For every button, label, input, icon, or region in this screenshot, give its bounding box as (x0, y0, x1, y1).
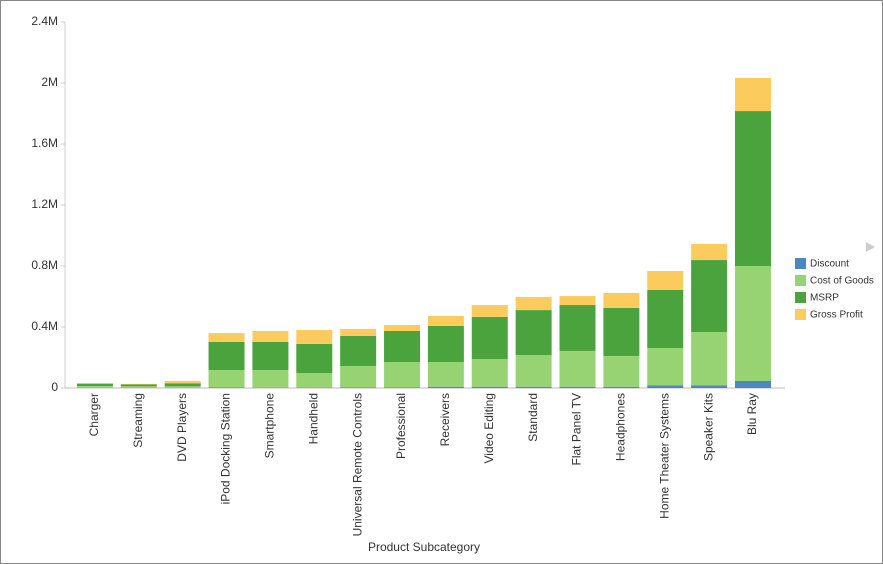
y-tick-label: 1.2M (31, 197, 58, 211)
bar-segment (340, 366, 377, 388)
x-tick-label: Speaker Kits (701, 393, 715, 461)
bar-segment (647, 289, 684, 349)
y-tick-label: 0 (51, 380, 58, 394)
bar-segment (384, 362, 421, 388)
bar-segment (734, 77, 771, 112)
bar-segment (603, 292, 640, 308)
x-tick-label: DVD Players (175, 393, 189, 462)
y-tick-label: 2M (41, 75, 58, 89)
bar-segment (296, 373, 333, 388)
bar-segment (164, 383, 201, 387)
x-tick-label: Blu Ray (745, 393, 759, 435)
bar-segment (296, 330, 333, 344)
x-tick-label: Home Theater Systems (657, 393, 671, 519)
bar-segment (76, 382, 113, 384)
bar-segment (208, 341, 245, 371)
bar-segment (76, 386, 113, 388)
x-tick-label: Smartphone (263, 393, 277, 459)
legend-swatch (795, 258, 806, 269)
x-tick-label: Professional (394, 393, 408, 459)
bar-segment (471, 316, 508, 360)
bar-segment (559, 386, 596, 388)
bar-segment (691, 332, 728, 386)
bar-segment (164, 386, 201, 388)
legend-scroll-arrow[interactable] (866, 242, 875, 252)
x-tick-label: Charger (87, 393, 101, 436)
bar-segment (734, 266, 771, 381)
x-tick-label: Streaming (131, 393, 145, 448)
bar-segment (427, 325, 464, 363)
bar-segment (515, 386, 552, 388)
bar-segment (164, 380, 201, 384)
bar-segment (559, 305, 596, 351)
bar-segment (691, 385, 728, 388)
x-tick-label: Flat Panel TV (570, 393, 584, 465)
bar-segment (384, 330, 421, 363)
legend-swatch (795, 275, 806, 286)
bar-segment (120, 384, 157, 387)
y-tick-label: 0.4M (31, 319, 58, 333)
bar-segment (384, 325, 421, 331)
bar-segment (691, 260, 728, 333)
bar-segment (120, 383, 157, 385)
bar-segment (427, 362, 464, 387)
bar-segment (734, 380, 771, 388)
bar-segment (691, 244, 728, 261)
bar-segment (252, 370, 289, 388)
bar-segment (471, 359, 508, 387)
bar-segment (76, 383, 113, 387)
bar-segment (603, 386, 640, 388)
legend-label: Gross Profit (810, 310, 863, 321)
bar-segment (559, 296, 596, 306)
bar-segment (252, 330, 289, 342)
bar-segment (559, 350, 596, 387)
bar-segment (471, 386, 508, 388)
y-tick-label: 1.6M (31, 136, 58, 150)
bar-segment (427, 316, 464, 326)
bar-segment (603, 307, 640, 356)
bar-segment (471, 305, 508, 317)
legend-label: MSRP (810, 293, 839, 304)
legend-swatch (795, 292, 806, 303)
x-tick-label: Universal Remote Controls (350, 393, 364, 536)
x-tick-label: Headphones (614, 393, 628, 461)
bar-segment (647, 385, 684, 388)
bar-segment (647, 271, 684, 290)
bar-segment (427, 386, 464, 388)
bar-segment (340, 335, 377, 367)
x-tick-label: Video Editing (482, 393, 496, 464)
x-tick-label: Standard (526, 393, 540, 442)
y-tick-label: 0.8M (31, 258, 58, 272)
legend-label: Discount (810, 259, 849, 270)
bar-segment (208, 370, 245, 388)
bar-segment (340, 328, 377, 336)
bar-segment (515, 355, 552, 387)
x-axis-title: Product Subcategory (368, 540, 480, 554)
legend-label: Cost of Goods (810, 276, 874, 287)
bar-segment (734, 111, 771, 266)
x-tick-label: iPod Docking Station (219, 393, 233, 504)
y-tick-label: 2.4M (31, 14, 58, 28)
bar-segment (252, 341, 289, 371)
x-tick-label: Receivers (438, 393, 452, 446)
legend-swatch (795, 309, 806, 320)
bar-segment (603, 355, 640, 387)
bar-segment (515, 310, 552, 356)
bar-segment (120, 386, 157, 388)
bar-segment (647, 348, 684, 386)
bar-segment (515, 296, 552, 311)
bar-segment (208, 333, 245, 342)
x-tick-label: Handheld (306, 393, 320, 444)
bar-segment (296, 343, 333, 374)
